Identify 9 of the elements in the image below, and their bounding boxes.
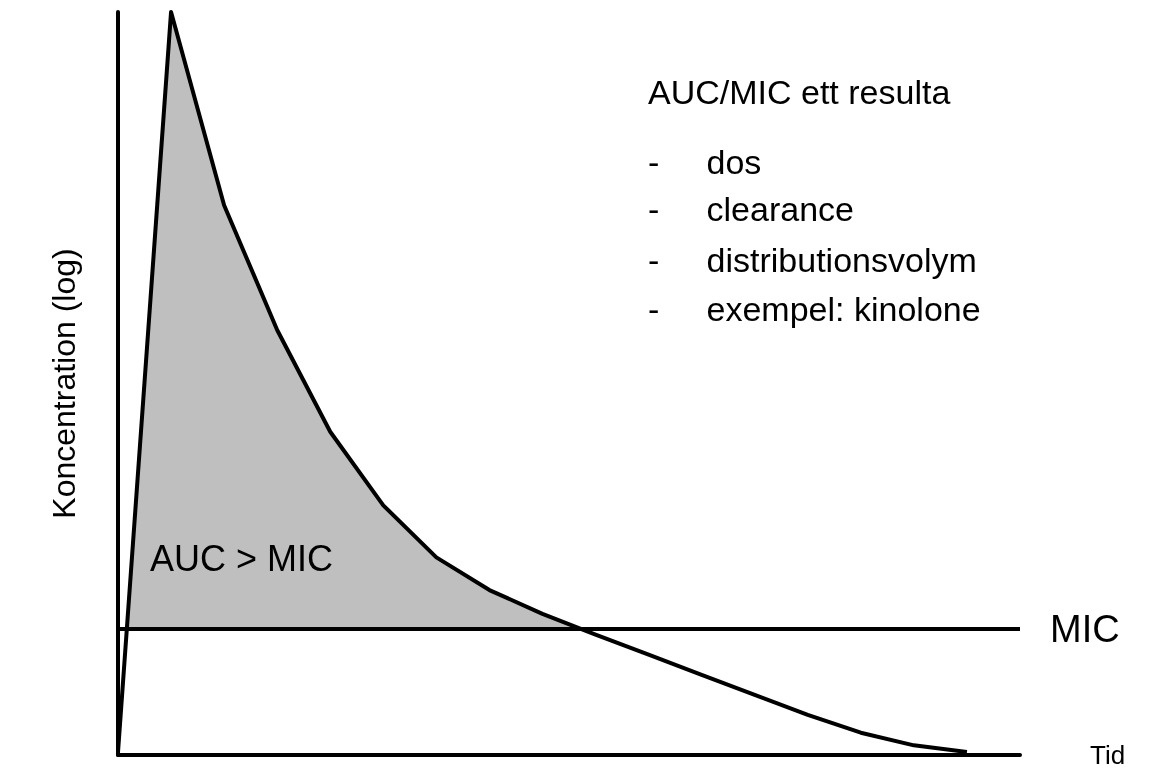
annotation: AUC > MIC <box>150 537 334 579</box>
annotation: - exempel: kinolone <box>648 290 981 328</box>
annotation: - clearance <box>648 190 854 228</box>
y-axis-title: Koncentration (log) <box>46 248 82 519</box>
annotation: - distributionsvolym <box>648 241 977 279</box>
x-axis-title: Tid <box>1090 740 1126 770</box>
ref-line-label: MIC <box>1050 607 1120 650</box>
annotation: - dos <box>648 143 762 181</box>
annotation: AUC/MIC ett resulta <box>648 73 951 111</box>
